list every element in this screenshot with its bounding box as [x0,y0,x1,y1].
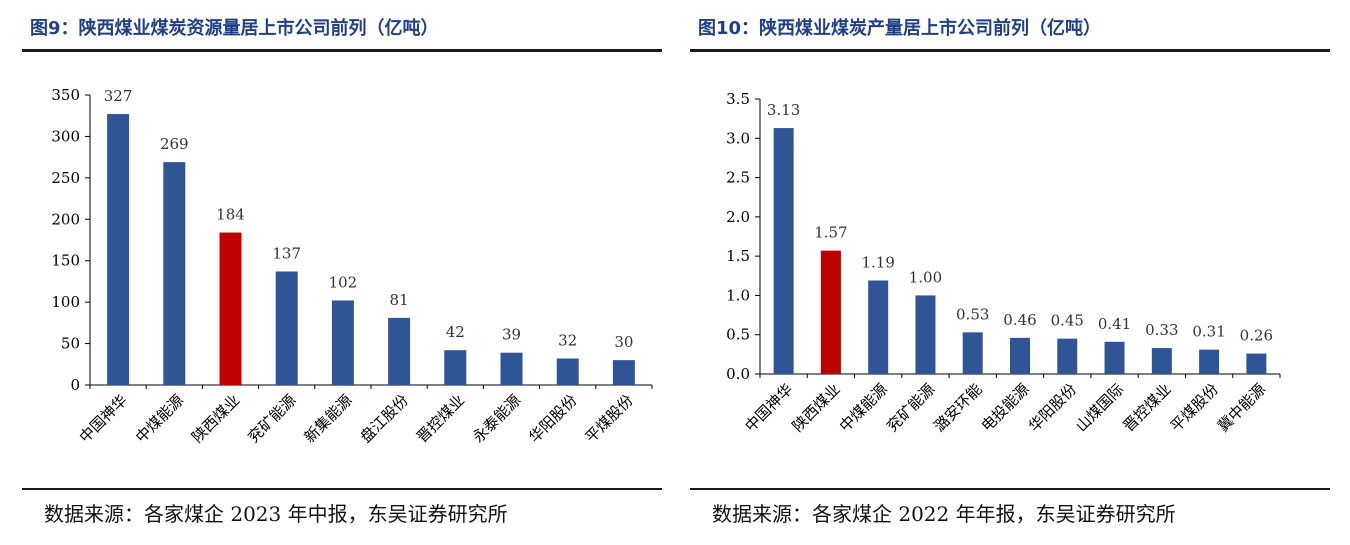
figure-title: 图10：陕西煤业煤炭产量居上市公司前列（亿吨） [698,18,1102,39]
data-label: 3.13 [767,101,800,119]
data-label: 42 [446,323,465,341]
x-tick-label: 新集能源 [301,391,356,446]
title-rule [22,49,662,52]
data-label: 184 [216,206,245,224]
data-label: 1.57 [814,224,847,242]
title-rule [690,49,1330,52]
bar [275,271,298,385]
y-tick-label: 50 [61,335,80,353]
y-tick-label: 1.0 [726,286,750,304]
x-tick-label: 陕西煤业 [188,391,243,446]
data-label: 0.53 [956,305,989,323]
y-tick-label: 0.5 [726,326,750,344]
bar [612,360,635,385]
source-note: 数据来源：各家煤企 2023 年中报，东吴证券研究所 [44,502,508,526]
x-tick-label: 冀中能源 [1214,380,1269,435]
bar [1151,348,1172,374]
x-tick-label: 潞安环能 [930,380,985,435]
y-tick-label: 350 [51,86,80,104]
bar [1246,353,1267,374]
x-tick-label: 电投能源 [978,380,1033,435]
bar [107,114,130,386]
y-tick-label: 0 [70,376,80,394]
y-tick-label: 250 [51,169,80,187]
y-tick-label: 2.0 [726,208,750,226]
bar [500,352,523,385]
data-label: 1.00 [909,268,942,286]
data-label: 0.46 [1003,311,1036,329]
bar [556,358,579,385]
y-tick-label: 3.5 [726,90,750,108]
y-tick-label: 1.5 [726,247,750,265]
x-tick-label: 平煤股份 [1167,380,1222,435]
data-label: 102 [329,273,358,291]
bar [962,332,983,374]
data-label: 0.41 [1098,315,1131,333]
x-tick-label: 中煤能源 [132,391,187,446]
x-tick-label: 中国神华 [741,380,796,435]
bar [163,162,186,385]
bar [1010,337,1030,374]
data-label: 81 [390,291,409,309]
x-tick-label: 中国神华 [76,391,131,446]
data-label: 137 [272,244,301,262]
bar [820,250,841,374]
bar [388,317,411,385]
x-tick-label: 中煤能源 [836,380,891,435]
x-tick-label: 陕西煤业 [789,380,844,435]
bar [773,128,794,374]
x-tick-label: 山煤国际 [1072,380,1127,435]
x-tick-label: 平煤股份 [582,391,637,446]
y-tick-label: 3.0 [726,129,750,147]
x-tick-label: 晋控煤业 [413,391,468,446]
data-label: 30 [614,333,633,351]
x-tick-label: 兖矿能源 [883,380,938,435]
y-tick-label: 0.0 [726,365,750,383]
x-tick-label: 华阳股份 [1025,380,1080,435]
bar [868,280,889,374]
data-label: 39 [502,326,521,344]
figure-panel-resources: 图9：陕西煤业煤炭资源量居上市公司前列（亿吨） 0 50 100 150 200 250 3… [22,0,662,545]
data-label: 1.19 [861,254,894,272]
bar [219,232,242,385]
data-label: 0.26 [1240,327,1273,345]
x-tick-label: 盘江股份 [357,391,412,446]
bar [331,300,354,385]
bar [444,350,467,385]
figure-title: 图9：陕西煤业煤炭资源量居上市公司前列（亿吨） [30,18,439,39]
bar [1104,341,1125,374]
data-label: 0.45 [1051,312,1084,330]
data-label: 327 [104,87,133,105]
source-note: 数据来源：各家煤企 2022 年年报，东吴证券研究所 [712,502,1176,526]
data-label: 0.31 [1192,323,1225,341]
data-label: 0.33 [1145,321,1178,339]
bar [1057,338,1078,374]
data-label: 269 [160,135,189,153]
y-tick-label: 200 [51,210,80,228]
data-label: 32 [558,331,577,349]
bar-chart-output: 0.0 0.5 1.0 1.5 2.0 2.5 3.0 3.5 3.13 中国神华 1.57 陕西煤业… [726,90,1281,435]
source-rule [22,488,662,490]
bar-chart-resources: 0 50 100 150 200 250 300 350 327 中国神华 269 中煤能源 184 陕西… [51,86,653,446]
source-rule [690,488,1330,490]
y-tick-label: 2.5 [726,169,750,187]
y-tick-label: 150 [51,252,80,270]
figure-panel-output: 图10：陕西煤业煤炭产量居上市公司前列（亿吨） 0.0 0.5 1.0 1.5 2.0 2… [690,0,1330,545]
x-tick-label: 永泰能源 [469,391,524,446]
bar [1199,349,1220,374]
x-tick-label: 兖矿能源 [244,391,299,446]
x-tick-label: 晋控煤业 [1119,380,1174,435]
bar [915,295,936,374]
y-tick-label: 300 [51,127,80,145]
y-tick-label: 100 [51,293,80,311]
x-tick-label: 华阳股份 [525,391,580,446]
